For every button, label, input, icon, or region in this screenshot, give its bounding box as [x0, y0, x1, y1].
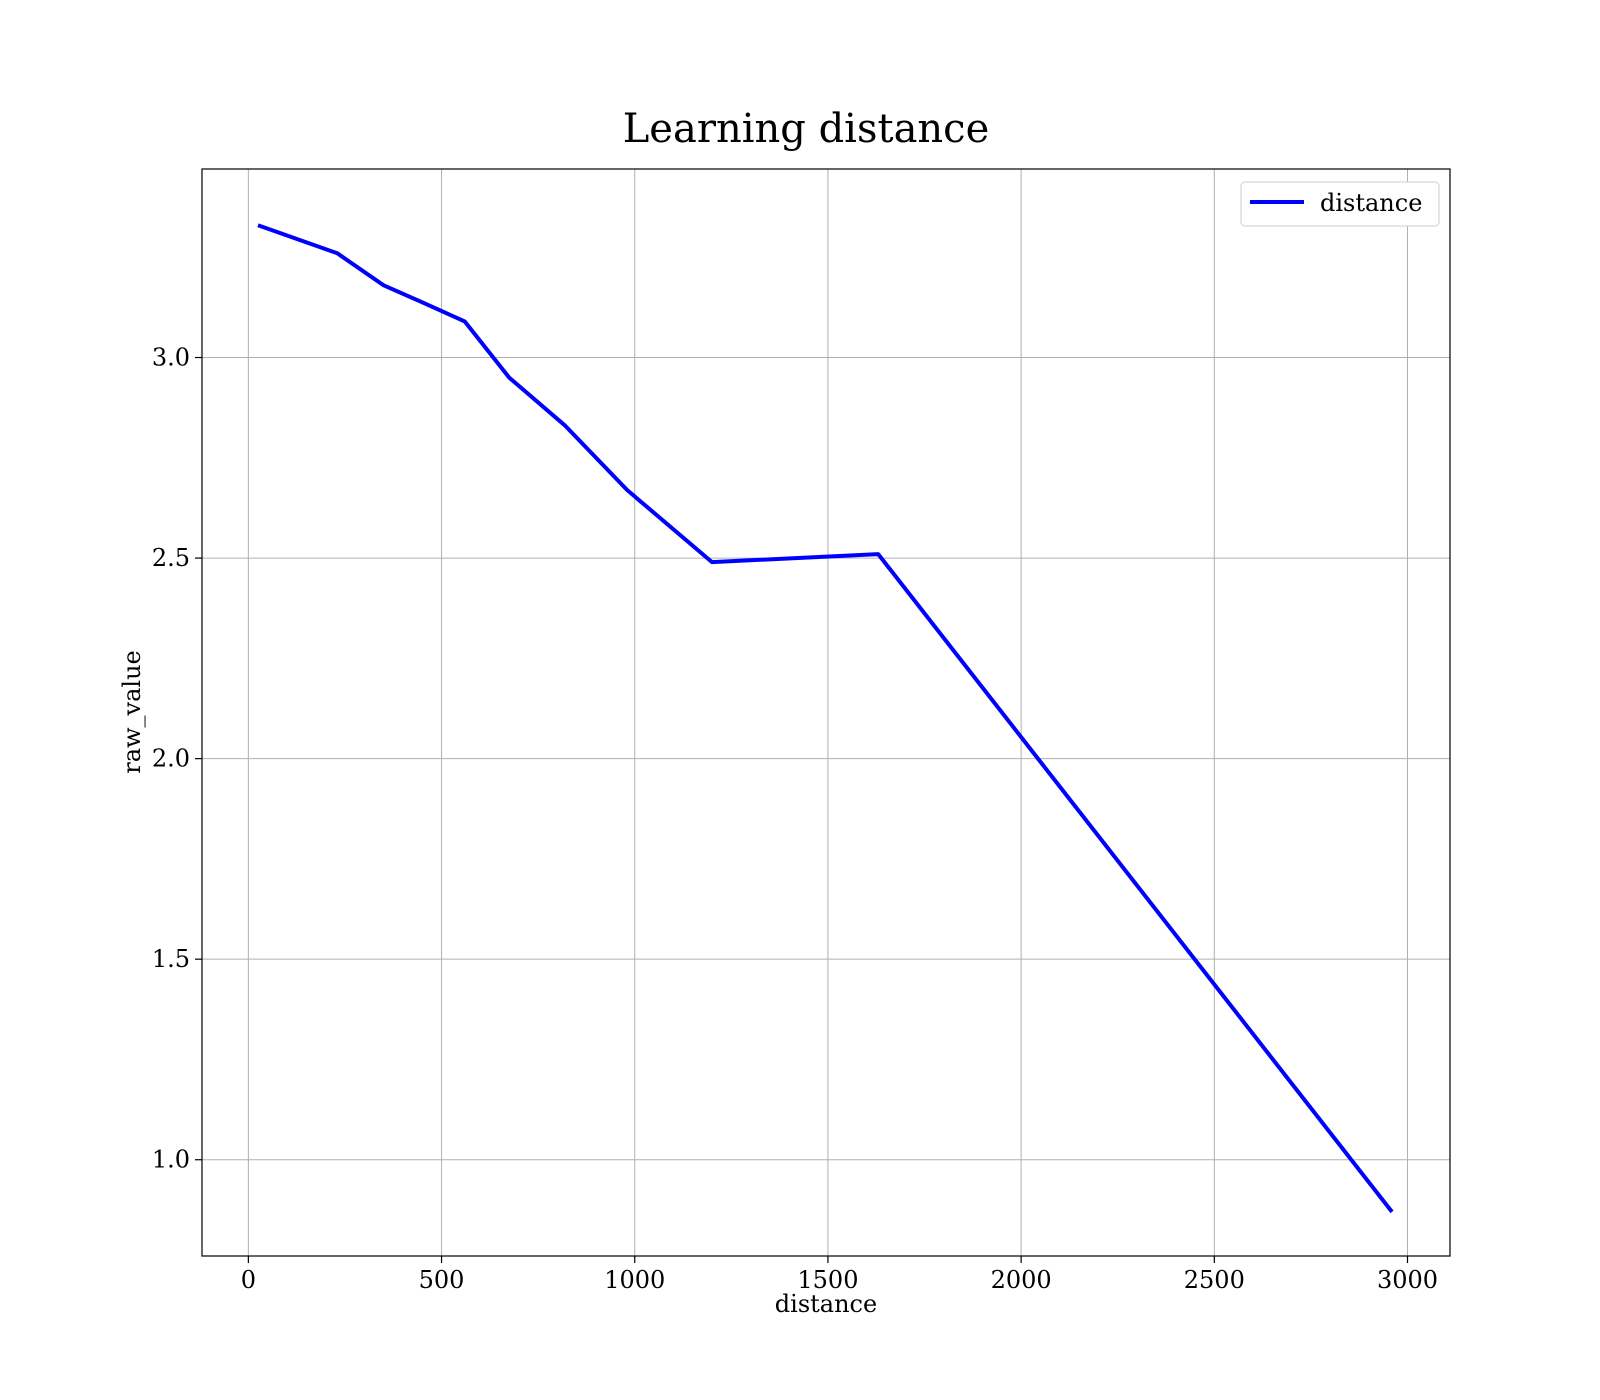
- tick-layer: 0 500 1000 1500 2000 2500 3000 1.0 1.5 2.0 2.5 3.0: [152, 344, 1438, 1294]
- plot-area-frame: [201, 168, 1451, 1257]
- y-tick-label: 3.0: [152, 344, 190, 372]
- y-tick-label: 2.5: [152, 544, 190, 572]
- y-tick-label: 2.0: [152, 745, 190, 773]
- x-tick-label: 1500: [797, 1266, 858, 1294]
- x-tick-label: 2000: [991, 1266, 1052, 1294]
- y-tick-label: 1.0: [152, 1146, 190, 1174]
- x-tick-label: 3000: [1377, 1266, 1438, 1294]
- x-axis-label: distance: [775, 1290, 877, 1318]
- series-line-distance: [257, 223, 1394, 1214]
- legend-label-distance: distance: [1320, 189, 1422, 217]
- x-tick-label: 1000: [604, 1266, 665, 1294]
- x-tick-label: 500: [419, 1266, 465, 1294]
- x-tick-label: 2500: [1184, 1266, 1245, 1294]
- legend-frame: [1240, 181, 1440, 227]
- y-axis-label: raw_value: [118, 650, 146, 774]
- x-tick-label: 0: [241, 1266, 256, 1294]
- chart-title: Learning distance: [623, 106, 990, 152]
- series-layer: [257, 223, 1394, 1214]
- y-tick-label: 1.5: [152, 945, 190, 973]
- legend: distance: [1240, 181, 1440, 227]
